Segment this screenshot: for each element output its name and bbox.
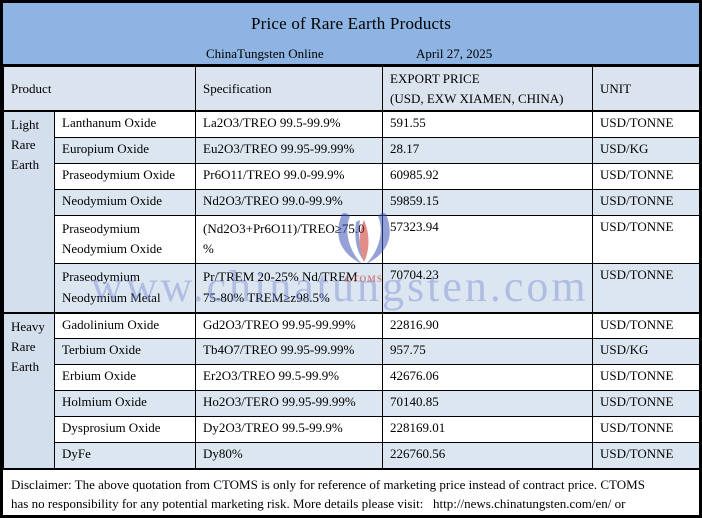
- price-cell: 42676.06: [382, 364, 594, 392]
- table-row: DyFe Dy80% 226760.56 USD/TONNE: [4, 442, 699, 470]
- group-label-light-rare-earth: Light Rare Earth: [3, 110, 55, 314]
- header-export-price: EXPORT PRICE (USD, EXW XIAMEN, CHINA): [382, 66, 594, 112]
- price-cell: 228169.01: [382, 416, 594, 444]
- header-export-price-line1: EXPORT PRICE: [390, 71, 480, 86]
- header-unit: UNIT: [592, 66, 699, 112]
- table-row: Holmium Oxide Ho2O3/TERO 99.95-99.99% 70…: [4, 390, 699, 418]
- product-cell: Dysprosium Oxide: [53, 416, 197, 444]
- spec-cell: Gd2O3/TREO 99.95-99.99%: [195, 311, 384, 340]
- table-row: Heavy Rare Earth Gadolinium Oxide Gd2O3/…: [3, 311, 699, 470]
- unit-cell: USD/TONNE: [592, 214, 699, 265]
- table-row: Praseodymium Neodymium Metal Pr/TREM 20-…: [4, 263, 699, 314]
- price-cell: 226760.56: [382, 442, 594, 470]
- unit-cell: USD/TONNE: [592, 188, 699, 216]
- unit-cell: USD/KG: [592, 136, 699, 164]
- spec-cell: Er2O3/TREO 99.5-99.9%: [195, 364, 384, 392]
- product-cell: Lanthanum Oxide: [53, 110, 197, 138]
- spec-cell: Ho2O3/TERO 99.95-99.99%: [195, 390, 384, 418]
- table-row: Praseodymium Oxide Pr6O11/TREO 99.0-99.9…: [4, 162, 699, 190]
- product-cell: Neodymium Oxide: [53, 188, 197, 216]
- unit-cell: USD/TONNE: [592, 311, 699, 340]
- price-cell: 28.17: [382, 136, 594, 164]
- product-cell: Praseodymium Neodymium Metal: [53, 263, 197, 314]
- disclaimer-line: http://www.ctia.com.cn/en/.: [11, 513, 691, 515]
- price-table: Product Specification EXPORT PRICE (USD,…: [3, 66, 699, 470]
- unit-cell: USD/TONNE: [592, 416, 699, 444]
- title-bar: Price of Rare Earth Products ChinaTungst…: [3, 3, 699, 66]
- header-specification: Specification: [195, 66, 384, 112]
- table-row: Dysprosium Oxide Dy2O3/TREO 99.5-99.9% 2…: [4, 416, 699, 444]
- spec-cell: (Nd2O3+Pr6O11)/TREO≥75.0 %: [195, 214, 384, 265]
- table-row: Erbium Oxide Er2O3/TREO 99.5-99.9% 42676…: [4, 364, 699, 392]
- unit-cell: USD/TONNE: [592, 390, 699, 418]
- price-cell: 957.75: [382, 338, 594, 366]
- price-cell: 591.55: [382, 110, 594, 138]
- page-title: Price of Rare Earth Products: [250, 14, 452, 33]
- price-cell: 70704.23: [382, 263, 594, 314]
- product-cell: DyFe: [53, 442, 197, 470]
- table-row: Neodymium Oxide Nd2O3/TREO 99.0-99.9% 59…: [4, 188, 699, 216]
- spec-cell: Dy80%: [195, 442, 384, 470]
- product-cell: Gadolinium Oxide: [53, 311, 197, 340]
- table-row: Terbium Oxide Tb4O7/TREO 99.95-99.99% 95…: [4, 338, 699, 366]
- disclaimer: Disclaimer: The above quotation from CTO…: [3, 469, 699, 515]
- product-cell: Erbium Oxide: [53, 364, 197, 392]
- date-label: April 27, 2025: [416, 46, 493, 61]
- header-row: Product Specification EXPORT PRICE (USD,…: [3, 66, 699, 112]
- unit-cell: USD/TONNE: [592, 263, 699, 314]
- source-label: ChinaTungsten Online: [206, 46, 324, 61]
- price-cell: 59859.15: [382, 188, 594, 216]
- spec-cell: Eu2O3/TREO 99.95-99.99%: [195, 136, 384, 164]
- spec-cell: Pr/TREM 20-25% Nd/TREM 75-80% TREM≥z98.5…: [195, 263, 384, 314]
- disclaimer-line: Disclaimer: The above quotation from CTO…: [11, 477, 645, 493]
- spec-cell: Tb4O7/TREO 99.95-99.99%: [195, 338, 384, 366]
- spec-cell: Dy2O3/TREO 99.5-99.9%: [195, 416, 384, 444]
- table-row: Europium Oxide Eu2O3/TREO 99.95-99.99% 2…: [4, 136, 699, 164]
- product-cell: Praseodymium Neodymium Oxide: [53, 214, 197, 265]
- product-cell: Terbium Oxide: [53, 338, 197, 366]
- group-label-heavy-rare-earth: Heavy Rare Earth: [3, 311, 55, 470]
- table-row: Light Rare Earth Lanthanum Oxide La2O3/T…: [3, 110, 699, 314]
- price-cell: 57323.94: [382, 214, 594, 265]
- header-product: Product: [3, 66, 197, 112]
- disclaimer-line: has no responsibility for any potential …: [11, 496, 626, 512]
- unit-cell: USD/TONNE: [592, 110, 699, 138]
- price-cell: 70140.85: [382, 390, 594, 418]
- price-cell: 22816.90: [382, 311, 594, 340]
- price-cell: 60985.92: [382, 162, 594, 190]
- table-row: Praseodymium Neodymium Oxide (Nd2O3+Pr6O…: [4, 214, 699, 265]
- header-export-price-line2: (USD, EXW XIAMEN, CHINA): [390, 90, 564, 106]
- product-cell: Praseodymium Oxide: [53, 162, 197, 190]
- spec-cell: Nd2O3/TREO 99.0-99.9%: [195, 188, 384, 216]
- spec-cell: Pr6O11/TREO 99.0-99.9%: [195, 162, 384, 190]
- unit-cell: USD/TONNE: [592, 364, 699, 392]
- unit-cell: USD/TONNE: [592, 442, 699, 470]
- unit-cell: USD/KG: [592, 338, 699, 366]
- unit-cell: USD/TONNE: [592, 162, 699, 190]
- product-cell: Holmium Oxide: [53, 390, 197, 418]
- spec-cell: La2O3/TREO 99.5-99.9%: [195, 110, 384, 138]
- product-cell: Europium Oxide: [53, 136, 197, 164]
